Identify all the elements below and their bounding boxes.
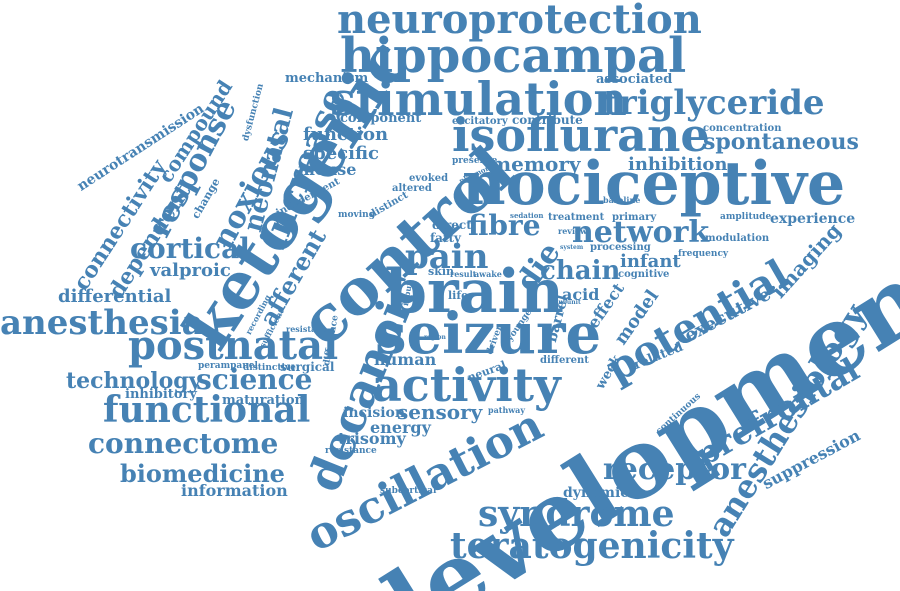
word-frequency: frequency <box>678 249 729 259</box>
word-inhibitory: inhibitory <box>125 387 197 402</box>
word-surgical: surgical <box>280 360 335 374</box>
word-amplitude: amplitude <box>720 212 772 222</box>
word-subcortical: subcortical <box>380 486 437 496</box>
word-hippocampal: hippocampal <box>340 28 687 84</box>
word-mechanism: mechanism <box>285 71 369 86</box>
word-component: component <box>340 111 422 126</box>
word-direct: direct <box>432 218 472 232</box>
word-system: system <box>560 244 584 251</box>
word-spontaneous: spontaneous <box>703 129 859 155</box>
word-sensory: sensory <box>397 400 483 424</box>
word-region: region <box>424 334 446 341</box>
word-cognitive: cognitive <box>618 269 670 280</box>
word-function: function <box>303 124 389 145</box>
word-result: result <box>450 269 477 279</box>
word-moving: moving <box>338 210 376 220</box>
word-baseline: baseline <box>603 195 641 205</box>
word-neuroprotection: neuroprotection <box>337 0 702 43</box>
word-life: life <box>448 289 469 302</box>
word-valproic: valproic <box>150 260 231 281</box>
word-excitatory: excitatory <box>452 116 508 127</box>
word-distinctive: distinctive <box>243 363 296 373</box>
word-mouse: mouse <box>298 160 357 179</box>
word-brain: brain <box>385 257 564 327</box>
word-connectome: connectome <box>88 427 279 460</box>
word-seizure: seizure <box>375 301 602 367</box>
word-different: different <box>540 355 589 366</box>
word-specific: specific <box>303 143 380 164</box>
word-altered: altered <box>392 183 432 194</box>
word-inhibition: inhibition <box>628 154 728 175</box>
word-human: human <box>374 350 437 369</box>
word-activity: activity <box>372 358 561 412</box>
word-stimulation: stimulation <box>330 72 627 126</box>
word-awake: awake <box>474 269 502 279</box>
word-presence: presence <box>452 156 498 166</box>
word-pain: pain <box>405 237 489 277</box>
word-fatty: fatty <box>430 231 461 245</box>
word-concentration: concentration <box>703 123 782 134</box>
word-associated: associated <box>596 72 673 87</box>
word-biomedicine: biomedicine <box>120 459 285 488</box>
word-treatment: treatment <box>548 212 605 223</box>
word-sedation: sedation <box>510 211 544 220</box>
word-primary: primary <box>612 212 657 223</box>
word-chain: chain <box>540 256 621 286</box>
word-trisomy: trisomy <box>338 429 406 448</box>
word-experience: experience <box>770 211 856 227</box>
word-incision: incision <box>343 405 406 421</box>
word-cortical: cortical <box>130 232 250 265</box>
word-network: network <box>572 215 710 250</box>
word-resistant: resistant <box>286 324 326 334</box>
word-pathway: pathway <box>488 405 526 415</box>
word-functional: functional <box>103 389 311 431</box>
word-contribute: contribute <box>512 113 583 127</box>
word-differential: differential <box>58 286 172 307</box>
word-subunit: subunit <box>555 299 581 306</box>
word-syndrome: syndrome <box>478 493 675 535</box>
word-isoflurane: isoflurane <box>452 108 710 162</box>
word-dynamic: dynamic <box>563 485 629 501</box>
word-perampanel: perampanel <box>198 361 258 371</box>
word-acid: acid <box>562 285 600 304</box>
word-postnatal: postnatal <box>128 322 339 369</box>
word-technology: technology <box>66 368 202 394</box>
word-energy: energy <box>370 418 431 437</box>
word-fibre: fibre <box>468 209 541 242</box>
word-nociceptive: nociceptive <box>462 149 846 219</box>
word-evoked: evoked <box>409 173 449 184</box>
word-information: information <box>181 481 288 500</box>
word-maturation: maturation <box>222 393 304 408</box>
word-receptor: receptor <box>603 452 746 487</box>
word-teratogenicity: teratogenicity <box>450 525 734 567</box>
word-triglyceride: triglyceride <box>603 83 825 123</box>
word-science: science <box>196 363 313 396</box>
word-modulation: modulation <box>705 233 770 244</box>
word-memory: memory <box>490 152 581 176</box>
word-review: review <box>558 226 587 236</box>
word-skin: skin <box>428 265 454 278</box>
word-anesthesia: anesthesia <box>0 303 204 343</box>
word-infant: infant <box>620 251 681 272</box>
word-processing: processing <box>590 242 651 253</box>
word-resistance: resistance <box>325 446 377 456</box>
